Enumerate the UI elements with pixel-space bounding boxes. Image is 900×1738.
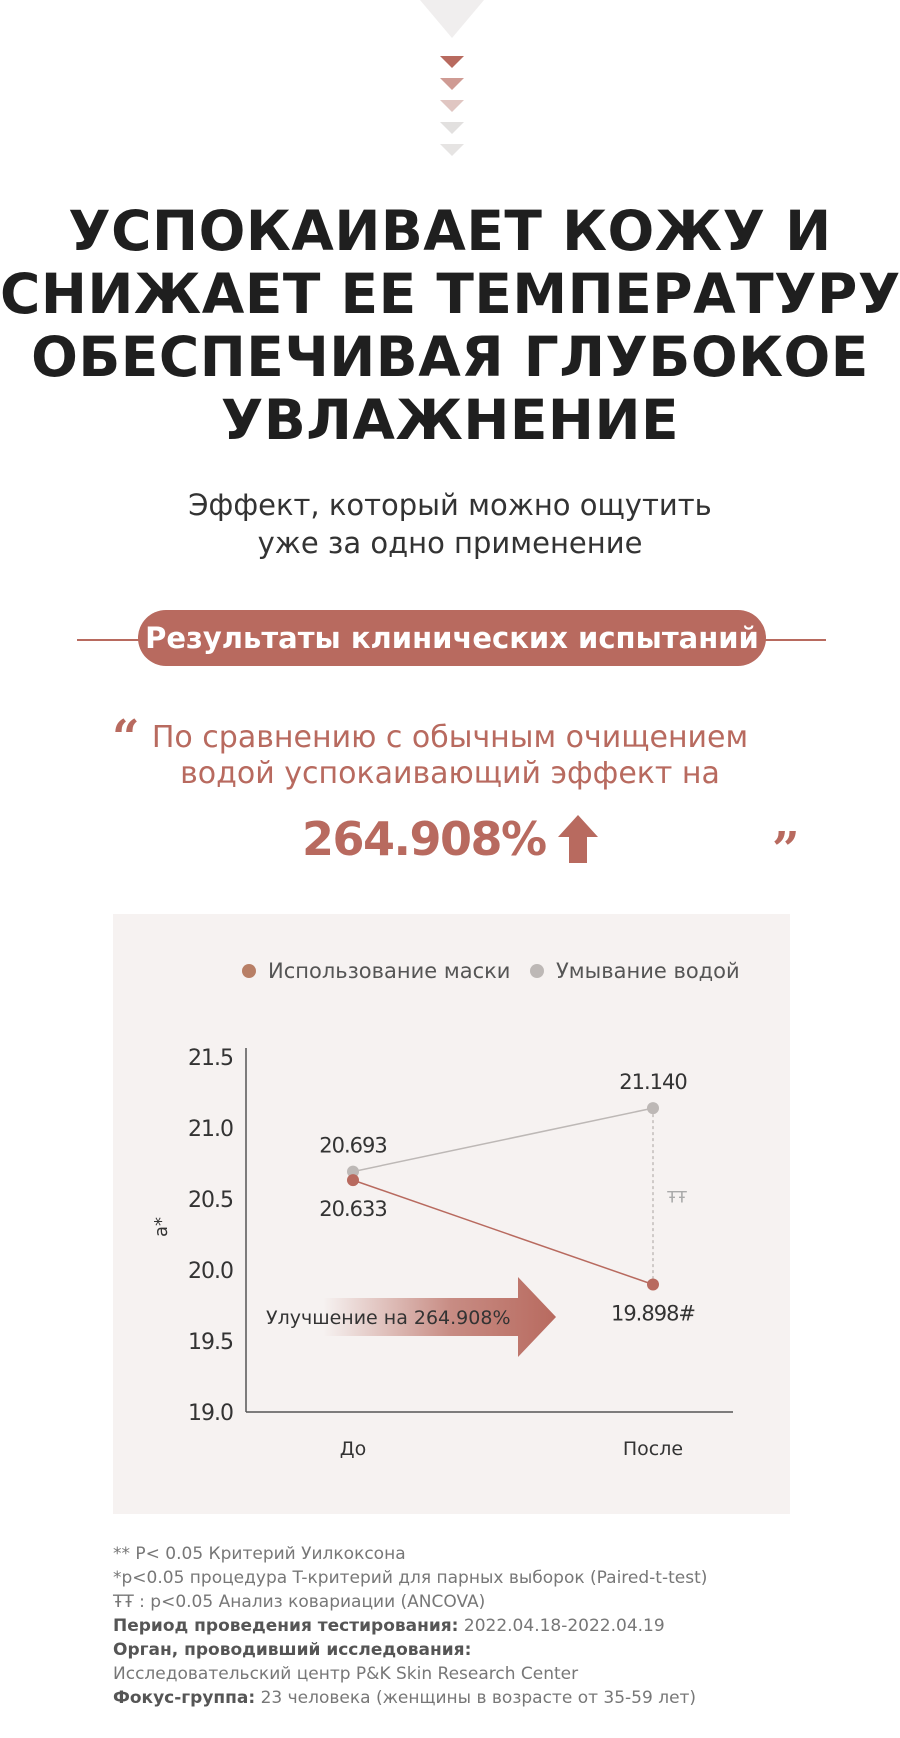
- y-tick-label: 20.0: [188, 1259, 233, 1284]
- footnote-focus: Фокус-группа: 23 человека (женщины в воз…: [113, 1686, 873, 1710]
- data-label-mask: 19.898#: [611, 1301, 695, 1325]
- divider-left: [77, 639, 157, 641]
- y-tick-label: 19.5: [188, 1330, 233, 1355]
- focus-value: 23 человека (женщины в возрасте от 35-59…: [255, 1688, 697, 1708]
- chevron-down-stack-icon: [420, 0, 484, 156]
- improvement-prefix: Улучшение на: [266, 1307, 414, 1329]
- footnote-org-label: Орган, проводивший исследования:: [113, 1638, 873, 1662]
- highlight-value: 264.908%: [301, 812, 547, 866]
- x-tick-label: После: [623, 1438, 683, 1460]
- series-line-water: [352, 1107, 654, 1173]
- legend-item-mask: Использование маски: [242, 956, 510, 986]
- right-arrow-icon: [323, 1277, 556, 1357]
- footnote-wilcoxon: ** P< 0.05 Критерий Уилкоксона: [113, 1544, 406, 1564]
- x-tick-label: До: [340, 1438, 366, 1460]
- footnote-ancova: ŦŦ : p<0.05 Анализ ковариации (ANCOVA): [113, 1592, 486, 1612]
- subtitle: Эффект, который можно ощутить уже за одн…: [0, 486, 900, 562]
- footnote-org-value: Исследовательский центр P&K Skin Researc…: [113, 1664, 579, 1684]
- line-chart: Улучшение на 264.908% 21.5 21.0 20.5 20.0 19…: [151, 1046, 733, 1460]
- headline-line: УСПОКАИВАЕТ КОЖУ И: [68, 199, 832, 263]
- y-tick-label: 19.0: [188, 1401, 233, 1426]
- data-point-mask: [347, 1174, 359, 1187]
- quote-text: По сравнению с обычным очищением водой у…: [0, 720, 900, 792]
- footnote-period: Период проведения тестирования: 2022.04.…: [113, 1614, 873, 1638]
- quote-line: По сравнению с обычным очищением: [151, 720, 749, 755]
- y-axis-label: a*: [151, 1217, 172, 1237]
- data-point-mask: [647, 1278, 659, 1291]
- y-tick-label: 21.0: [188, 1117, 233, 1142]
- chart-legend: Использование маски Умывание водой: [113, 956, 790, 986]
- improvement-value: 264.908%: [414, 1307, 511, 1329]
- significance-marker: ŦŦ: [666, 1187, 687, 1206]
- data-point-water: [647, 1102, 659, 1115]
- quote-line: водой успокаивающий эффект на: [180, 756, 720, 791]
- open-quote-icon: “: [112, 710, 140, 766]
- highlight-row: 264.908%: [0, 812, 900, 872]
- data-point-water: [347, 1165, 359, 1178]
- y-tick-label: 20.5: [188, 1188, 233, 1213]
- data-label-water: 20.693: [319, 1134, 386, 1158]
- legend-label-water: Умывание водой: [556, 959, 740, 983]
- up-arrow-icon: [558, 815, 599, 863]
- footnote-ttest: *p<0.05 процедура T-критерий для парных …: [113, 1568, 708, 1588]
- period-value: 2022.04.18-2022.04.19: [458, 1616, 665, 1636]
- chart-panel: Использование маски Умывание водой Улучш…: [113, 914, 790, 1514]
- focus-label: Фокус-группа:: [113, 1688, 256, 1708]
- page-headline: УСПОКАИВАЕТ КОЖУ И СНИЖАЕТ ЕЕ ТЕМПЕРАТУР…: [0, 200, 900, 452]
- subtitle-line: уже за одно применение: [257, 526, 643, 560]
- series-layer: 20.693 21.140 20.633 19.898#: [319, 1070, 696, 1325]
- divider-right: [748, 639, 826, 641]
- legend-dot-mask: [242, 964, 256, 978]
- data-label-mask: 20.633: [319, 1197, 386, 1221]
- data-label-water: 21.140: [619, 1070, 686, 1094]
- headline-line: СНИЖАЕТ ЕЕ ТЕМПЕРАТУРУ,: [0, 262, 900, 326]
- org-label: Орган, проводивший исследования:: [113, 1640, 472, 1660]
- x-tick-labels: До После: [340, 1438, 683, 1460]
- improvement-label: Улучшение на 264.908%: [266, 1307, 511, 1329]
- y-tick-labels: 21.5 21.0 20.5 20.0 19.5 19.0: [188, 1046, 234, 1426]
- headline-line: УВЛАЖНЕНИЕ: [220, 388, 680, 452]
- legend-dot-water: [530, 964, 544, 978]
- period-label: Период проведения тестирования:: [113, 1616, 459, 1636]
- headline-line: ОБЕСПЕЧИВАЯ ГЛУБОКОЕ: [31, 325, 869, 389]
- subtitle-line: Эффект, который можно ощутить: [188, 488, 712, 522]
- close-quote-icon: ”: [772, 822, 800, 878]
- legend-item-water: Умывание водой: [530, 956, 740, 986]
- footnotes: ** P< 0.05 Критерий Уилкоксона *p<0.05 п…: [113, 1542, 873, 1710]
- legend-label-mask: Использование маски: [268, 959, 511, 983]
- y-tick-label: 21.5: [188, 1046, 233, 1071]
- series-line-mask: [352, 1179, 654, 1286]
- section-title-pill: Результаты клинических испытаний: [138, 610, 766, 666]
